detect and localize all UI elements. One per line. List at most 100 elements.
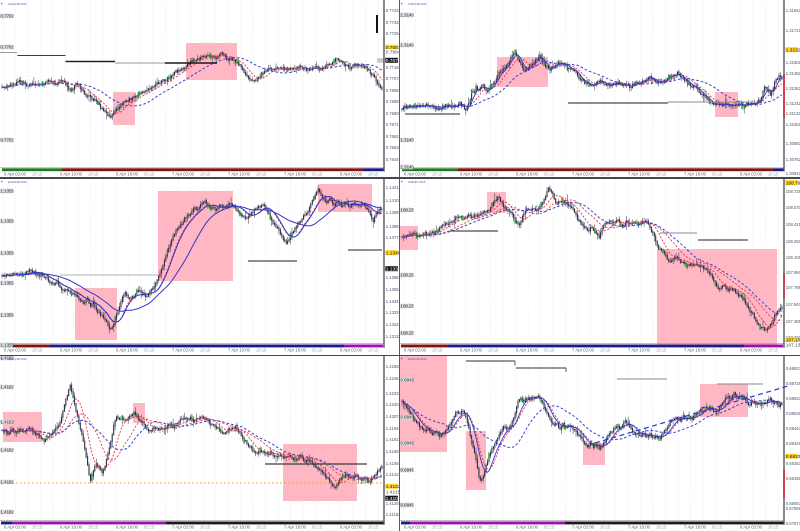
svg-text:1.31320: 1.31320 xyxy=(786,48,800,54)
svg-text:7 Apr 18:00: 7 Apr 18:00 xyxy=(684,525,707,530)
svg-text:1.4182: 1.4182 xyxy=(1,420,15,425)
svg-text:▾: ▾ xyxy=(401,356,403,360)
svg-text:10:15: 10:15 xyxy=(200,171,211,176)
svg-text:1.31602: 1.31602 xyxy=(786,60,800,65)
svg-text:▾: ▾ xyxy=(401,1,403,5)
svg-text:EURUSD,M15: EURUSD,M15 xyxy=(8,180,27,184)
svg-text:1.42332: 1.42332 xyxy=(386,391,400,396)
svg-text:1.41162: 1.41162 xyxy=(386,512,400,517)
svg-text:6 Apr 18:00: 6 Apr 18:00 xyxy=(116,171,139,176)
svg-text:1.3140: 1.3140 xyxy=(401,138,415,143)
svg-text:107.640: 107.640 xyxy=(786,302,800,307)
svg-text:02:15: 02:15 xyxy=(312,348,323,353)
svg-text:0.68823: 0.68823 xyxy=(786,366,800,371)
svg-text:0.7702: 0.7702 xyxy=(1,45,15,50)
svg-text:1.13225: 1.13225 xyxy=(386,322,400,327)
svg-text:10:15: 10:15 xyxy=(200,348,211,353)
svg-text:7 Apr 02:00: 7 Apr 02:00 xyxy=(572,171,595,176)
svg-text:18:15: 18:15 xyxy=(656,348,667,353)
svg-text:NZDUSD,M15: NZDUSD,M15 xyxy=(408,357,427,361)
svg-text:7 Apr 18:00: 7 Apr 18:00 xyxy=(284,171,307,176)
svg-text:1.42592: 1.42592 xyxy=(386,364,400,369)
svg-text:1.4182: 1.4182 xyxy=(1,385,15,390)
svg-text:1.41812: 1.41812 xyxy=(386,437,400,442)
svg-text:0.6845: 0.6845 xyxy=(401,378,415,383)
svg-text:7 Apr 10:00: 7 Apr 10:00 xyxy=(628,348,651,353)
svg-text:02:15: 02:15 xyxy=(144,171,155,176)
svg-text:USDCAD,M15: USDCAD,M15 xyxy=(408,2,427,6)
svg-text:1.13335: 1.13335 xyxy=(386,310,400,315)
svg-text:1.4182: 1.4182 xyxy=(1,448,15,453)
svg-text:0.76535: 0.76535 xyxy=(386,145,400,150)
svg-text:107.950: 107.950 xyxy=(786,270,800,275)
svg-text:107.485: 107.485 xyxy=(786,319,800,324)
svg-text:0.76870: 0.76870 xyxy=(386,45,400,51)
svg-text:0.6845: 0.6845 xyxy=(401,441,415,446)
svg-text:1.1355: 1.1355 xyxy=(1,189,15,194)
svg-text:▾: ▾ xyxy=(1,356,3,360)
svg-text:6 Apr 02:00: 6 Apr 02:00 xyxy=(4,171,27,176)
svg-text:108.793: 108.793 xyxy=(786,181,800,187)
svg-text:7 Apr 02:00: 7 Apr 02:00 xyxy=(172,348,195,353)
svg-text:6 Apr 10:00: 6 Apr 10:00 xyxy=(60,525,83,530)
svg-text:108.25: 108.25 xyxy=(401,208,415,213)
svg-text:6 Apr 10:00: 6 Apr 10:00 xyxy=(60,348,83,353)
svg-text:108.260: 108.260 xyxy=(786,239,800,244)
svg-text:1.30642: 1.30642 xyxy=(786,171,800,176)
svg-text:0.68443: 0.68443 xyxy=(786,426,800,431)
svg-text:0.77255: 0.77255 xyxy=(386,31,400,36)
svg-text:0.68728: 0.68728 xyxy=(786,381,800,386)
svg-text:6 Apr 18:00: 6 Apr 18:00 xyxy=(516,348,539,353)
svg-text:0.68348: 0.68348 xyxy=(786,441,800,446)
svg-text:1.13460: 1.13460 xyxy=(386,251,400,257)
svg-text:1.42072: 1.42072 xyxy=(386,414,400,419)
svg-text:02:15: 02:15 xyxy=(144,525,155,530)
svg-text:1.1355: 1.1355 xyxy=(1,313,15,318)
svg-text:10:15: 10:15 xyxy=(32,171,43,176)
svg-text:1.1355: 1.1355 xyxy=(1,219,15,224)
svg-text:1.41682: 1.41682 xyxy=(386,449,400,454)
svg-text:8 Apr 02:00: 8 Apr 02:00 xyxy=(340,525,363,530)
svg-text:108.570: 108.570 xyxy=(786,205,800,210)
svg-text:02:15: 02:15 xyxy=(544,525,555,530)
svg-text:0.68063: 0.68063 xyxy=(786,501,800,506)
svg-text:1.41079: 1.41079 xyxy=(386,496,400,502)
svg-text:02:15: 02:15 xyxy=(312,171,323,176)
svg-text:1.31002: 1.31002 xyxy=(786,122,800,127)
svg-text:10:15: 10:15 xyxy=(768,171,779,176)
svg-text:10:15: 10:15 xyxy=(32,348,43,353)
svg-text:7 Apr 18:00: 7 Apr 18:00 xyxy=(284,525,307,530)
svg-text:1.42202: 1.42202 xyxy=(386,402,400,407)
svg-text:1.41292: 1.41292 xyxy=(386,501,400,506)
svg-text:02:15: 02:15 xyxy=(712,348,723,353)
svg-text:18:15: 18:15 xyxy=(656,525,667,530)
svg-text:0.68538: 0.68538 xyxy=(786,411,800,416)
svg-text:7 Apr 10:00: 7 Apr 10:00 xyxy=(628,525,651,530)
svg-text:0.76445: 0.76445 xyxy=(386,157,400,162)
svg-text:1.4182: 1.4182 xyxy=(1,510,15,515)
svg-text:6 Apr 18:00: 6 Apr 18:00 xyxy=(116,348,139,353)
svg-text:18:15: 18:15 xyxy=(256,348,267,353)
svg-text:7 Apr 02:00: 7 Apr 02:00 xyxy=(172,525,195,530)
svg-text:6 Apr 02:00: 6 Apr 02:00 xyxy=(4,348,27,353)
svg-text:0.76846: 0.76846 xyxy=(386,49,400,55)
svg-text:6 Apr 10:00: 6 Apr 10:00 xyxy=(460,525,483,530)
svg-text:7 Apr 18:00: 7 Apr 18:00 xyxy=(684,348,707,353)
svg-text:8 Apr 02:00: 8 Apr 02:00 xyxy=(740,171,763,176)
svg-text:▾: ▾ xyxy=(1,1,3,5)
svg-text:7 Apr 10:00: 7 Apr 10:00 xyxy=(228,348,251,353)
svg-text:1.41422: 1.41422 xyxy=(386,472,400,477)
svg-text:AUDUSD,M15: AUDUSD,M15 xyxy=(8,2,27,6)
svg-text:18:15: 18:15 xyxy=(88,171,99,176)
svg-text:1.41552: 1.41552 xyxy=(386,461,400,466)
svg-text:10:15: 10:15 xyxy=(368,525,379,530)
svg-text:1.13341: 1.13341 xyxy=(386,267,400,273)
svg-text:02:15: 02:15 xyxy=(544,348,555,353)
svg-text:0.76625: 0.76625 xyxy=(386,134,400,139)
svg-text:1.4182: 1.4182 xyxy=(1,356,15,361)
svg-text:1.31482: 1.31482 xyxy=(786,71,800,76)
svg-text:108.415: 108.415 xyxy=(786,222,800,227)
svg-text:6 Apr 18:00: 6 Apr 18:00 xyxy=(116,525,139,530)
svg-text:6 Apr 02:00: 6 Apr 02:00 xyxy=(4,525,27,530)
svg-text:1.13995: 1.13995 xyxy=(386,210,400,215)
